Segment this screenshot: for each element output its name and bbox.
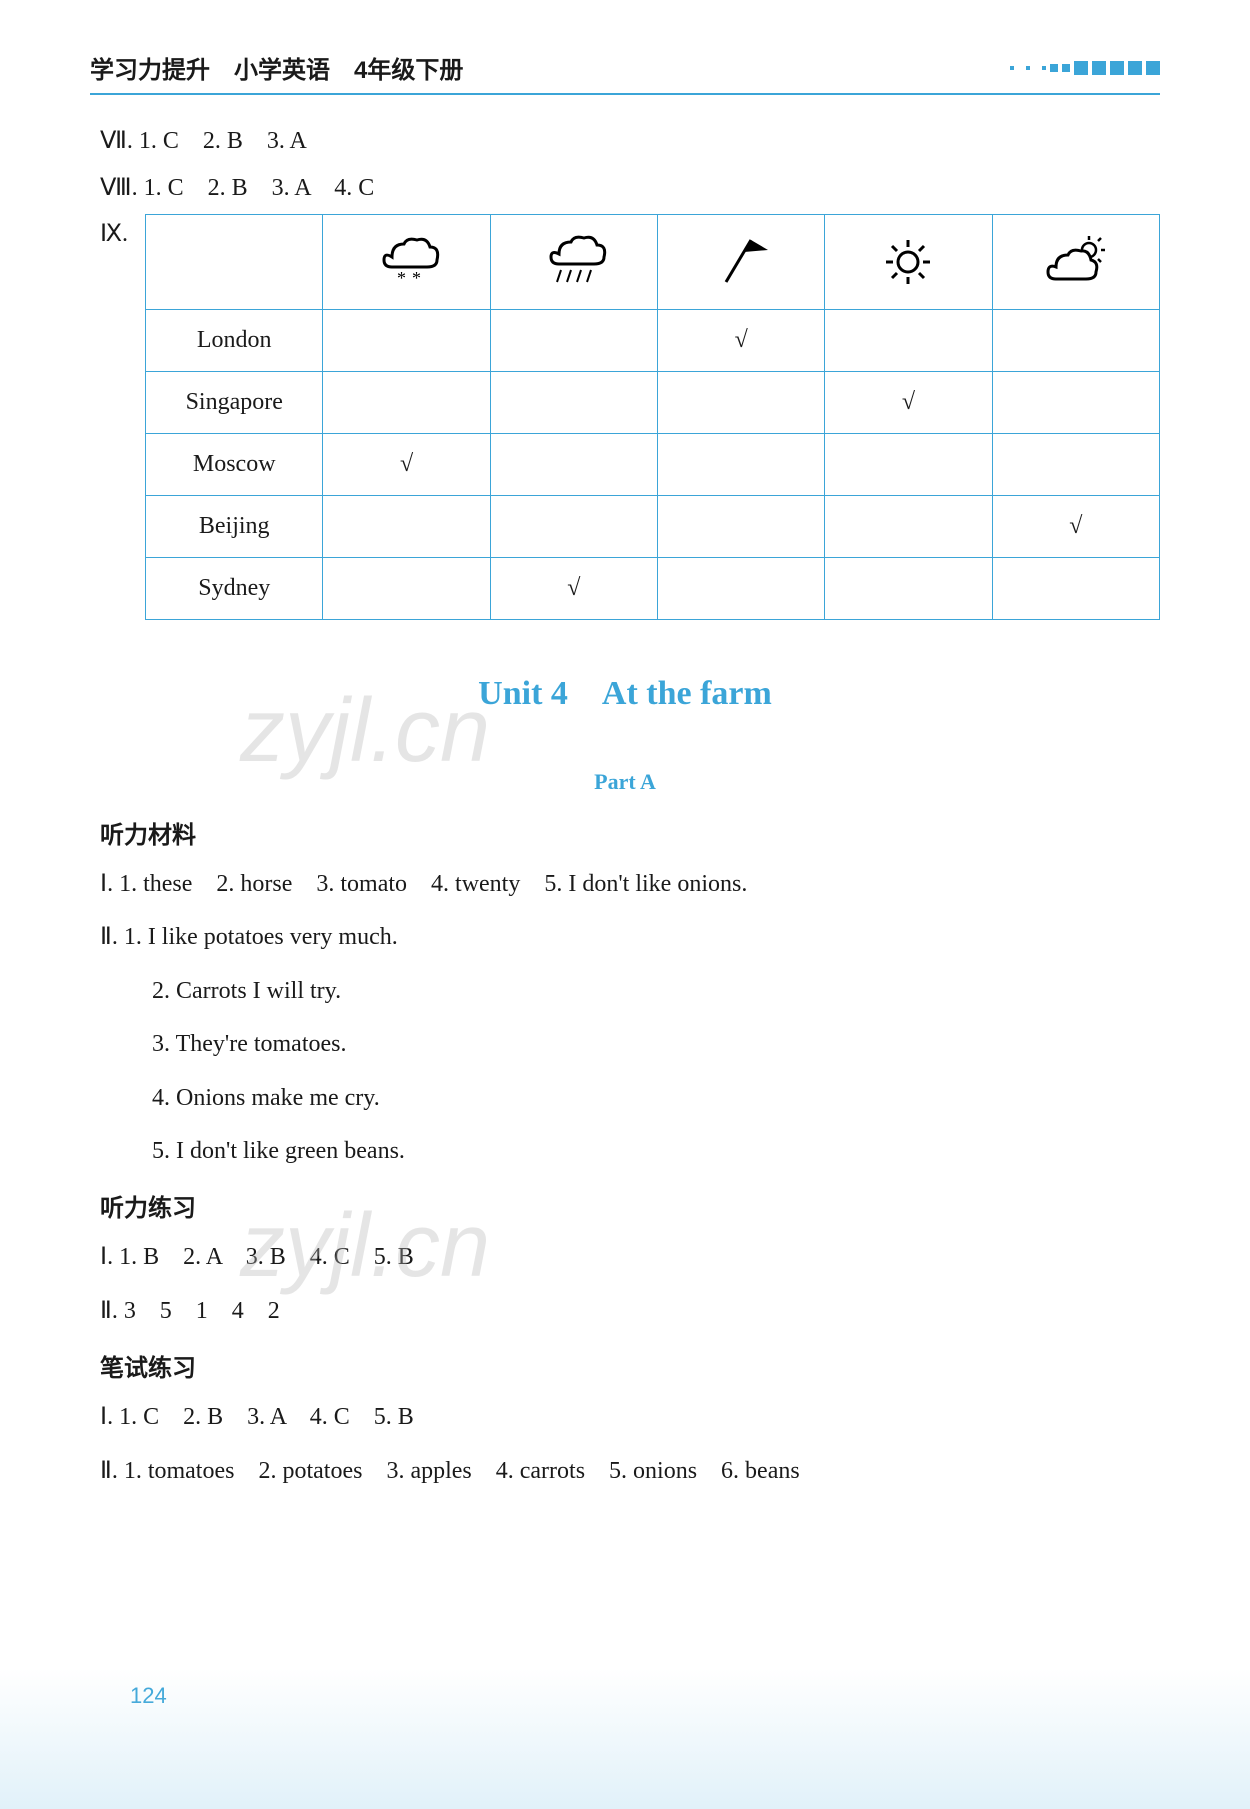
- city-cell: Beijing: [146, 496, 323, 558]
- listening-practice-ii: Ⅱ. 3 5 1 4 2: [90, 1292, 1160, 1330]
- written-practice-ii: Ⅱ. 1. tomatoes 2. potatoes 3. apples 4. …: [90, 1452, 1160, 1490]
- answer-viii: Ⅷ. 1. C 2. B 3. A 4. C: [90, 167, 1160, 202]
- svg-text:*: *: [397, 268, 406, 288]
- checkmark: √: [490, 558, 657, 620]
- part-label: Part A: [90, 769, 1160, 795]
- page-header: 学习力提升 小学英语 4年级下册: [90, 50, 1160, 95]
- header-decoration: [1010, 61, 1160, 75]
- table-row: Singapore √: [146, 372, 1160, 434]
- table-row: Moscow √: [146, 434, 1160, 496]
- table-header-row: * *: [146, 215, 1160, 310]
- header-title: 学习力提升 小学英语 4年级下册: [90, 50, 463, 85]
- city-cell: London: [146, 310, 323, 372]
- written-practice-i: Ⅰ. 1. C 2. B 3. A 4. C 5. B: [90, 1398, 1160, 1436]
- ix-label: Ⅸ.: [100, 214, 145, 248]
- table-row: Beijing √: [146, 496, 1160, 558]
- sunny-icon: [825, 215, 992, 310]
- city-cell: Singapore: [146, 372, 323, 434]
- checkmark: √: [323, 434, 490, 496]
- written-practice-label: 笔试练习: [100, 1348, 1160, 1383]
- rain-icon: [490, 215, 657, 310]
- listening-ii-1: Ⅱ. 1. I like potatoes very much.: [90, 918, 1160, 956]
- empty-header: [146, 215, 323, 310]
- listening-practice-i: Ⅰ. 1. B 2. A 3. B 4. C 5. B: [90, 1238, 1160, 1276]
- city-cell: Moscow: [146, 434, 323, 496]
- checkmark: √: [658, 310, 825, 372]
- windy-icon: [658, 215, 825, 310]
- listening-ii-2: 2. Carrots I will try.: [90, 972, 1160, 1010]
- listening-material-label: 听力材料: [100, 815, 1160, 850]
- footer-decoration: [0, 1669, 1250, 1809]
- answer-ix-row: Ⅸ. * *: [90, 214, 1160, 620]
- answer-vii: Ⅶ. 1. C 2. B 3. A: [90, 120, 1160, 155]
- listening-i: Ⅰ. 1. these 2. horse 3. tomato 4. twenty…: [90, 865, 1160, 903]
- partly-cloudy-icon: [992, 215, 1159, 310]
- listening-practice-label: 听力练习: [100, 1188, 1160, 1223]
- listening-ii-3: 3. They're tomatoes.: [90, 1025, 1160, 1063]
- unit-title: Unit 4 At the farm: [90, 665, 1160, 714]
- listening-ii-4: 4. Onions make me cry.: [90, 1079, 1160, 1117]
- checkmark: √: [825, 372, 992, 434]
- table-row: Sydney √: [146, 558, 1160, 620]
- listening-ii-5: 5. I don't like green beans.: [90, 1132, 1160, 1170]
- snow-icon: * *: [323, 215, 490, 310]
- table-row: London √: [146, 310, 1160, 372]
- svg-text:*: *: [412, 268, 421, 288]
- city-cell: Sydney: [146, 558, 323, 620]
- weather-table: * *: [145, 214, 1160, 620]
- checkmark: √: [992, 496, 1159, 558]
